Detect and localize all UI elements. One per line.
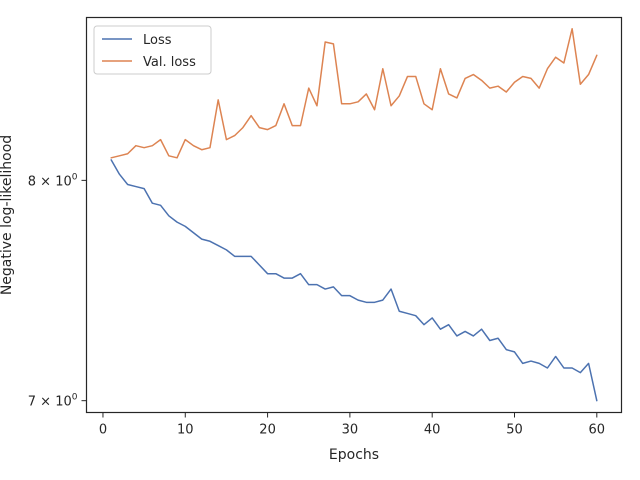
x-tick-label: 30 bbox=[342, 423, 359, 438]
y-axis-label: Negative log-likelihood bbox=[0, 135, 15, 295]
legend-frame bbox=[93, 25, 212, 75]
x-axis-ticks: 0 10 20 30 40 50 60 bbox=[99, 412, 606, 438]
x-tick-label: 40 bbox=[424, 423, 441, 438]
x-tick-label: 10 bbox=[177, 423, 194, 438]
y-tick-label: 7 × 100 bbox=[28, 393, 78, 410]
y-axis-ticks: 7 × 100 8 × 100 bbox=[28, 172, 87, 410]
x-tick-label: 60 bbox=[589, 423, 606, 438]
x-tick-label: 0 bbox=[99, 423, 107, 438]
x-tick-label: 20 bbox=[259, 423, 276, 438]
x-axis-label: Epochs bbox=[329, 447, 379, 463]
y-tick-label: 8 × 100 bbox=[28, 172, 78, 189]
legend-label-val-loss: Val. loss bbox=[143, 55, 196, 70]
series-lines bbox=[110, 28, 598, 402]
plot-area bbox=[85, 16, 623, 414]
series-line-loss bbox=[110, 159, 598, 402]
x-tick-label: 50 bbox=[506, 423, 523, 438]
legend: Loss Val. loss bbox=[93, 25, 212, 75]
legend-label-loss: Loss bbox=[143, 33, 172, 48]
series-line-val-loss bbox=[110, 28, 598, 159]
